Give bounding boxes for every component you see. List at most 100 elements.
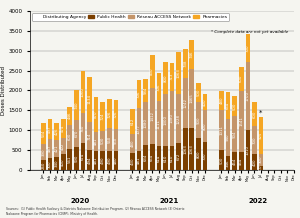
Bar bbox=[170, 146, 174, 170]
Bar bbox=[170, 91, 174, 146]
Bar bbox=[74, 146, 79, 170]
Bar bbox=[226, 156, 230, 170]
Text: 474: 474 bbox=[61, 125, 65, 133]
Text: 724: 724 bbox=[101, 112, 105, 120]
Text: 700: 700 bbox=[203, 152, 207, 160]
Bar bbox=[81, 143, 85, 170]
Text: 740: 740 bbox=[74, 101, 78, 109]
Text: 634: 634 bbox=[144, 154, 148, 161]
Text: 1010: 1010 bbox=[246, 145, 250, 155]
Text: 550: 550 bbox=[114, 136, 118, 144]
Bar bbox=[259, 117, 263, 154]
Bar bbox=[137, 108, 141, 151]
Bar bbox=[68, 148, 72, 170]
Bar bbox=[219, 91, 224, 110]
Text: 1063: 1063 bbox=[183, 144, 187, 154]
Bar bbox=[41, 123, 46, 144]
Text: 497: 497 bbox=[48, 125, 52, 133]
Bar bbox=[219, 110, 224, 150]
Bar bbox=[190, 70, 194, 128]
Bar bbox=[107, 99, 112, 128]
Bar bbox=[107, 128, 112, 151]
Bar bbox=[150, 144, 154, 170]
Text: 481: 481 bbox=[94, 138, 98, 145]
Bar bbox=[163, 94, 168, 146]
Bar bbox=[150, 55, 154, 88]
Bar bbox=[163, 62, 168, 94]
Bar bbox=[252, 154, 257, 170]
Text: 738: 738 bbox=[183, 60, 187, 67]
Y-axis label: Doses Distributed: Doses Distributed bbox=[1, 66, 6, 115]
Bar bbox=[190, 128, 194, 170]
Text: 400: 400 bbox=[61, 158, 65, 166]
Bar bbox=[203, 142, 207, 170]
Text: 664: 664 bbox=[226, 102, 230, 109]
Bar bbox=[219, 150, 224, 170]
Bar bbox=[226, 119, 230, 156]
Text: 1080: 1080 bbox=[144, 118, 148, 128]
Text: 1060: 1060 bbox=[81, 87, 85, 97]
Text: 800: 800 bbox=[203, 123, 207, 130]
Text: 714: 714 bbox=[88, 132, 92, 140]
Text: 900: 900 bbox=[196, 117, 200, 124]
Text: 1111: 1111 bbox=[157, 119, 161, 129]
Text: 700: 700 bbox=[246, 44, 250, 52]
Bar bbox=[114, 100, 118, 129]
Text: 110: 110 bbox=[259, 164, 263, 172]
Text: 654: 654 bbox=[150, 153, 154, 161]
Bar bbox=[252, 126, 257, 154]
Bar bbox=[74, 120, 79, 146]
Text: 600: 600 bbox=[68, 133, 72, 140]
Bar bbox=[87, 150, 92, 170]
Text: 584: 584 bbox=[144, 87, 148, 94]
Bar bbox=[239, 67, 244, 91]
Text: *: * bbox=[259, 109, 263, 115]
Text: 300: 300 bbox=[259, 156, 263, 164]
Bar bbox=[245, 130, 250, 170]
Text: 490: 490 bbox=[101, 157, 105, 164]
Text: 700: 700 bbox=[252, 136, 256, 144]
Text: 400: 400 bbox=[252, 158, 256, 166]
Bar bbox=[196, 138, 201, 170]
Bar bbox=[239, 91, 244, 152]
Bar bbox=[54, 123, 59, 140]
Text: 430: 430 bbox=[130, 158, 134, 165]
Text: 746: 746 bbox=[190, 51, 194, 58]
Text: 402: 402 bbox=[61, 142, 65, 150]
Text: 480: 480 bbox=[114, 157, 118, 164]
Text: 346: 346 bbox=[226, 160, 230, 167]
Text: 614: 614 bbox=[157, 154, 161, 162]
Bar bbox=[41, 160, 46, 170]
Bar bbox=[190, 40, 194, 70]
Text: 454: 454 bbox=[233, 157, 237, 165]
Bar bbox=[68, 107, 72, 125]
Bar bbox=[157, 101, 161, 146]
Text: 560: 560 bbox=[107, 136, 111, 143]
Text: 1063: 1063 bbox=[177, 68, 181, 78]
Text: 610: 610 bbox=[164, 154, 167, 162]
Text: 1011: 1011 bbox=[220, 125, 224, 135]
Bar bbox=[100, 151, 105, 170]
Bar bbox=[100, 102, 105, 131]
Text: 390: 390 bbox=[41, 148, 45, 156]
Text: 500: 500 bbox=[196, 89, 200, 96]
Bar bbox=[130, 153, 135, 170]
Bar bbox=[239, 152, 244, 170]
Bar bbox=[196, 102, 201, 138]
Bar bbox=[245, 62, 250, 130]
Bar bbox=[259, 166, 263, 170]
Text: 1228: 1228 bbox=[177, 114, 181, 124]
Bar bbox=[226, 92, 230, 119]
Text: 610: 610 bbox=[170, 154, 174, 162]
Bar bbox=[137, 80, 141, 108]
Text: 674: 674 bbox=[81, 153, 85, 160]
Text: 421: 421 bbox=[55, 144, 59, 152]
Text: 1465: 1465 bbox=[190, 94, 194, 104]
Bar bbox=[41, 144, 46, 160]
Text: 672: 672 bbox=[177, 153, 181, 160]
Text: 490: 490 bbox=[107, 157, 111, 164]
Text: 1242: 1242 bbox=[183, 98, 187, 108]
Text: 925: 925 bbox=[259, 132, 263, 139]
Bar bbox=[183, 49, 188, 78]
Text: 541: 541 bbox=[68, 156, 72, 163]
